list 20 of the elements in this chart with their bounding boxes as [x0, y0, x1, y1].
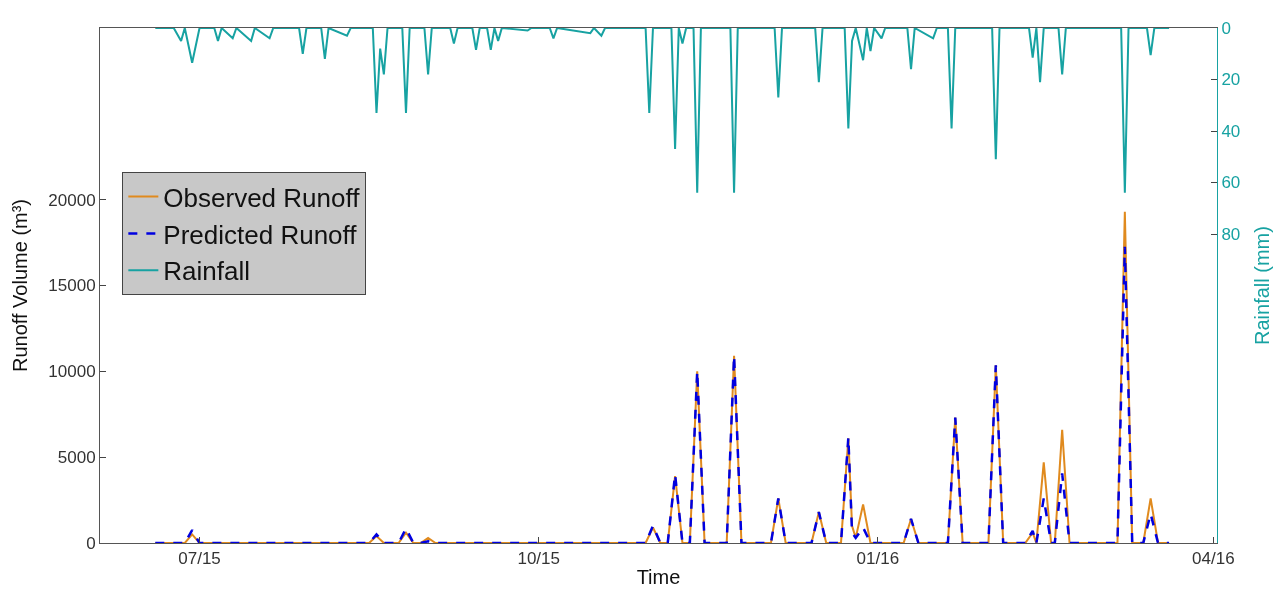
x-tick-label: 07/15	[178, 549, 221, 569]
x-tick-label: 10/15	[517, 549, 560, 569]
x-tick-label: 01/16	[856, 549, 900, 569]
legend-label: Observed Runoff	[163, 182, 361, 213]
y-axis-title: Runoff Volume (m³)	[8, 198, 31, 373]
y2-tick-label: 80	[1221, 224, 1241, 244]
legend-label: Predicted Runoff	[163, 219, 358, 250]
legend-label: Rainfall	[163, 256, 251, 287]
y2-tick-label: 20	[1221, 70, 1241, 90]
y2-tick-label: 0	[1221, 18, 1231, 38]
y2-tick-label: 40	[1221, 121, 1241, 141]
y2-axis-title: Rainfall (mm)	[1250, 226, 1273, 345]
y-tick-label: 0	[86, 533, 96, 553]
y-tick-label: 5000	[57, 448, 96, 468]
y-tick-label: 20000	[48, 190, 96, 210]
y-tick-label: 15000	[48, 276, 96, 296]
y2-tick-label: 60	[1221, 173, 1241, 193]
x-axis-title: Time	[636, 565, 681, 588]
y-tick-label: 10000	[48, 362, 96, 382]
x-tick-label: 04/16	[1192, 549, 1235, 569]
